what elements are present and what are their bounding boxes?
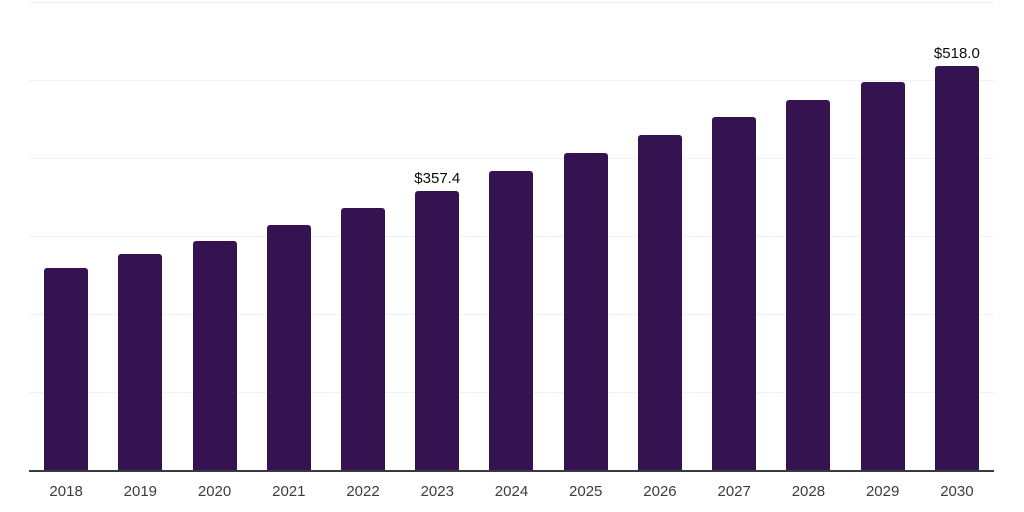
plot-area: $357.4 $518.0 [29,2,994,472]
bar-value-label: $357.4 [414,170,461,188]
bar-2020 [192,240,237,470]
bar-slot [326,2,400,470]
bar-2027 [712,117,757,470]
bar-2025 [563,153,608,470]
bar-slot [103,2,177,470]
x-tick-label: 2021 [272,483,306,500]
bar-2021 [266,225,311,470]
bar-slot: $357.4 [400,2,474,470]
bar-2024 [489,171,534,470]
x-tick-label: 2023 [420,483,454,500]
x-tick-label: 2024 [494,483,529,500]
bar-slot [252,2,326,470]
bar-slot [846,2,920,470]
bar-2022 [341,207,386,470]
bar-slot [474,2,548,470]
x-tick-label: 2029 [865,483,900,500]
x-tick-label: 2030 [940,483,974,500]
gridline [29,2,994,3]
bar-2019 [118,253,163,470]
x-tick-label: 2018 [49,483,83,500]
bar-2030 [934,65,979,470]
x-tick-label: 2027 [717,483,751,500]
bar-2028 [786,100,831,470]
gridline [29,80,994,81]
x-tick-label: 2020 [197,483,232,500]
bar-slot [623,2,697,470]
x-axis: 2018 2019 2020 2021 2022 2023 2024 2025 2026 2027… [29,480,994,504]
x-tick-label: 2025 [569,483,603,500]
bar-value-label: $518.0 [933,44,980,62]
bar-2018 [44,267,89,470]
bar-slot [177,2,251,470]
gridline [29,158,994,159]
x-tick-label: 2022 [346,483,380,500]
bar-2029 [860,81,905,470]
bar-slot [697,2,771,470]
x-tick-label: 2019 [123,483,158,500]
x-tick-label: 2026 [643,483,677,500]
bar-slot [29,2,103,470]
bar-2026 [637,134,682,470]
bar-slot: $518.0 [920,2,994,470]
bar-slot [549,2,623,470]
x-tick-label: 2028 [791,483,826,500]
bar-2023 [415,191,460,470]
bar-slot [771,2,845,470]
